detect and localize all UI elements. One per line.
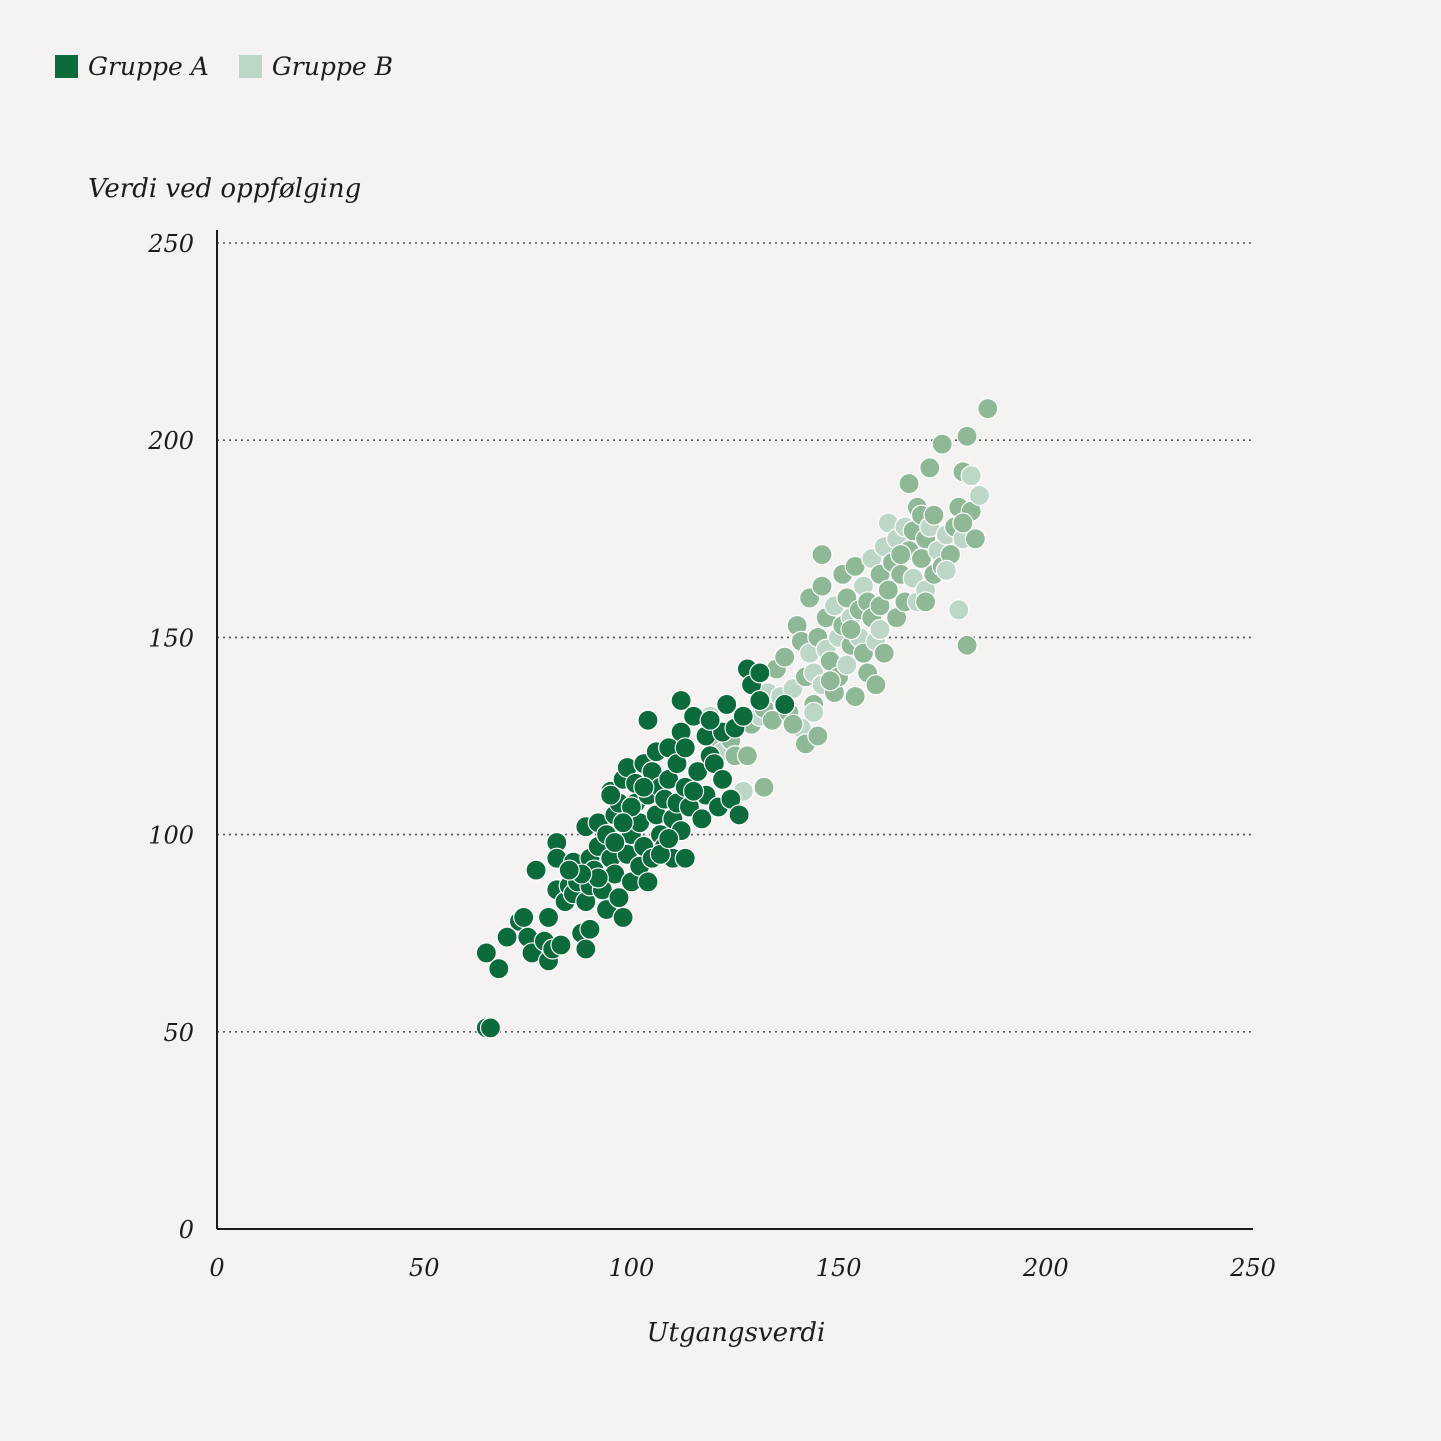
point-gruppe-a [670, 689, 692, 712]
legend-label-gruppe-a: Gruppe A [88, 52, 209, 81]
point-gruppe-b [956, 634, 978, 656]
point-gruppe-a [658, 827, 680, 850]
x-tick-label-200: 200 [1022, 1254, 1069, 1282]
point-gruppe-b [869, 618, 891, 641]
point-gruppe-a [691, 808, 713, 830]
point-gruppe-b [873, 642, 895, 664]
y-axis-title: Verdi ved oppfølging [88, 174, 361, 204]
legend: Gruppe A Gruppe B [55, 52, 393, 81]
x-tick-label-50: 50 [409, 1254, 440, 1282]
series-gruppe-b [699, 398, 999, 802]
point-gruppe-b [865, 674, 887, 696]
point-gruppe-b [968, 484, 991, 507]
point-gruppe-b [948, 599, 970, 621]
point-gruppe-a [749, 689, 771, 712]
x-tick-label-250: 250 [1229, 1254, 1276, 1282]
point-gruppe-a [479, 1017, 502, 1039]
point-gruppe-b [782, 713, 804, 735]
point-gruppe-b [807, 725, 829, 747]
point-gruppe-b [977, 398, 999, 420]
point-gruppe-b [844, 685, 866, 708]
y-tick-label-150: 150 [148, 624, 194, 652]
point-gruppe-b [915, 591, 937, 613]
point-gruppe-a [604, 831, 626, 854]
y-tick-label-100: 100 [148, 822, 194, 850]
x-axis-title: Utgangsverdi [647, 1318, 826, 1348]
series-gruppe-a [475, 658, 796, 1039]
point-gruppe-a [637, 709, 659, 731]
point-gruppe-a [558, 859, 580, 881]
point-gruppe-b [840, 618, 862, 641]
point-gruppe-b [952, 512, 974, 534]
point-gruppe-a [699, 709, 721, 731]
point-gruppe-b [836, 654, 858, 676]
point-gruppe-a [716, 693, 738, 716]
point-gruppe-a [774, 693, 796, 716]
point-gruppe-b [736, 745, 759, 767]
point-gruppe-b [964, 528, 986, 550]
point-gruppe-a [732, 705, 754, 727]
x-tick-label-0: 0 [209, 1254, 224, 1282]
grid-lines [217, 242, 1253, 1033]
point-gruppe-a [600, 784, 622, 806]
point-gruppe-a [612, 906, 634, 929]
point-gruppe-a [537, 906, 560, 929]
point-gruppe-a [612, 812, 634, 834]
point-gruppe-b [935, 559, 957, 581]
y-tick-labels: 0 50 100 150 200 250 [147, 230, 194, 1244]
point-gruppe-a [475, 942, 497, 964]
point-gruppe-b [803, 701, 825, 723]
y-tick-label-200: 200 [147, 427, 194, 455]
point-gruppe-a [550, 934, 572, 956]
y-tick-label-50: 50 [163, 1019, 194, 1047]
point-gruppe-a [711, 768, 734, 790]
y-tick-label-250: 250 [147, 230, 194, 258]
point-gruppe-a [525, 859, 547, 881]
x-tick-label-150: 150 [816, 1254, 862, 1282]
point-gruppe-a [728, 804, 750, 826]
point-gruppe-b [919, 457, 941, 479]
point-gruppe-b [819, 670, 841, 692]
point-gruppe-a [674, 847, 696, 869]
point-gruppe-b [890, 543, 912, 566]
y-tick-label-0: 0 [179, 1216, 194, 1244]
point-gruppe-a [488, 958, 510, 980]
legend-item-gruppe-a[interactable]: Gruppe A [55, 52, 209, 81]
legend-swatch-gruppe-b [238, 55, 262, 78]
point-gruppe-b [923, 504, 945, 526]
point-gruppe-a [682, 780, 705, 802]
point-gruppe-a [513, 906, 535, 929]
point-gruppe-b [753, 776, 775, 798]
legend-label-gruppe-b: Gruppe B [271, 52, 393, 81]
point-gruppe-a [633, 776, 655, 798]
point-gruppe-b [774, 646, 796, 668]
x-tick-labels: 0 50 100 150 200 250 [209, 1254, 1276, 1282]
point-gruppe-b [898, 472, 920, 495]
point-gruppe-a [496, 926, 518, 948]
point-gruppe-b [960, 465, 982, 487]
point-gruppe-b [931, 433, 953, 455]
legend-swatch-gruppe-a [55, 55, 78, 78]
point-gruppe-b [811, 543, 833, 566]
point-gruppe-b [956, 425, 978, 447]
point-gruppe-a [575, 938, 597, 960]
point-gruppe-b [811, 575, 833, 597]
point-gruppe-a [674, 737, 696, 759]
point-gruppe-b [877, 579, 899, 601]
point-gruppe-a [749, 662, 771, 684]
x-tick-label-100: 100 [608, 1254, 654, 1282]
point-gruppe-a [637, 871, 659, 893]
legend-item-gruppe-b[interactable]: Gruppe B [238, 52, 393, 81]
point-gruppe-a [579, 918, 601, 940]
